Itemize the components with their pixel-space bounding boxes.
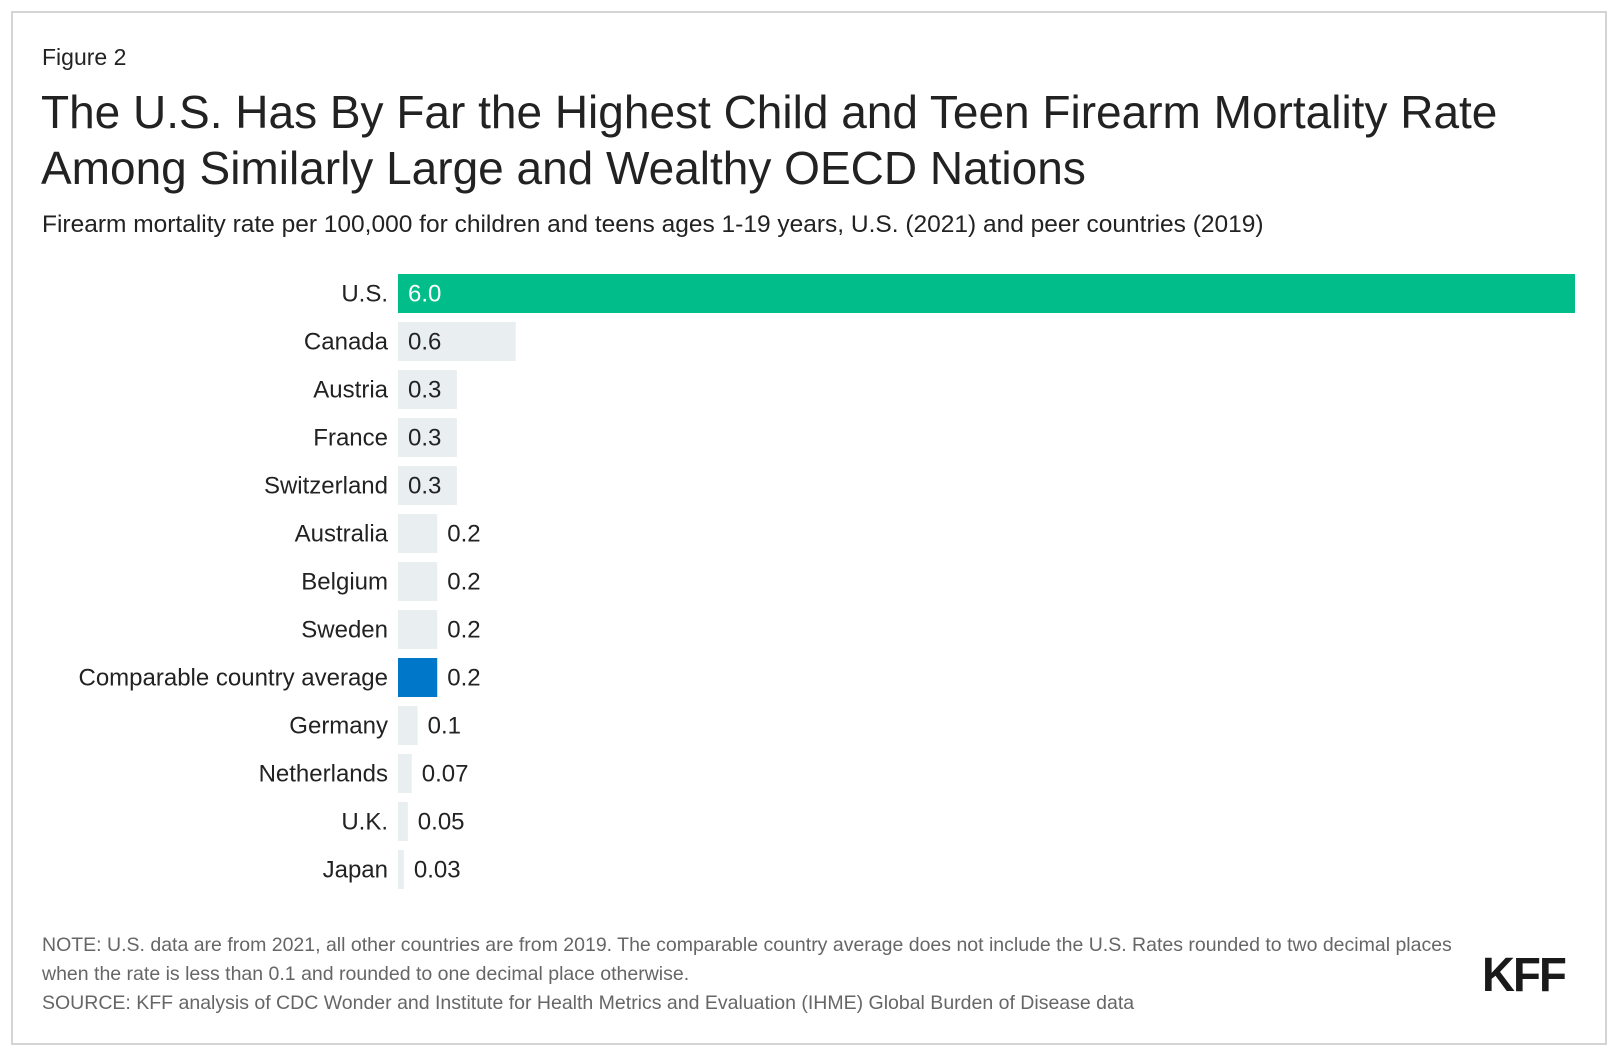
category-label: Australia bbox=[295, 521, 389, 548]
value-label: 0.05 bbox=[418, 809, 465, 836]
kff-logo: KFF bbox=[1482, 949, 1567, 1002]
chart-notes: NOTE: U.S. data are from 2021, all other… bbox=[42, 931, 1462, 1018]
value-label: 0.3 bbox=[408, 473, 441, 500]
value-label: 0.03 bbox=[414, 857, 461, 884]
category-label: France bbox=[313, 425, 388, 452]
value-label: 0.3 bbox=[408, 425, 441, 452]
note-text: NOTE: U.S. data are from 2021, all other… bbox=[42, 934, 1452, 985]
value-label: 0.3 bbox=[408, 377, 441, 404]
value-label: 0.1 bbox=[428, 713, 461, 740]
bar-u-k- bbox=[398, 802, 408, 841]
figure-frame bbox=[11, 11, 1607, 1045]
figure-label: Figure 2 bbox=[42, 44, 127, 70]
bar-germany bbox=[398, 706, 418, 745]
category-label: U.K. bbox=[341, 809, 388, 836]
chart-subtitle: Firearm mortality rate per 100,000 for c… bbox=[42, 211, 1264, 238]
bar-chart: U.S. 6.0 Canada 0.6 Austria 0.3 France 0.3 Switz… bbox=[78, 274, 1575, 889]
bar-switzerland bbox=[398, 466, 457, 505]
bar-france bbox=[398, 418, 457, 457]
bar-austria bbox=[398, 370, 457, 409]
bar-netherlands bbox=[398, 754, 412, 793]
bar-sweden bbox=[398, 610, 438, 649]
bar-belgium bbox=[398, 562, 438, 601]
category-label: Japan bbox=[323, 857, 388, 884]
category-label: Austria bbox=[313, 377, 388, 404]
category-label: Switzerland bbox=[264, 473, 388, 500]
source-text: SOURCE: KFF analysis of CDC Wonder and I… bbox=[42, 992, 1135, 1014]
value-label: 0.2 bbox=[447, 665, 480, 692]
bar-japan bbox=[398, 850, 404, 889]
bar-canada bbox=[398, 322, 516, 361]
bar-australia bbox=[398, 514, 438, 553]
value-label: 0.2 bbox=[447, 521, 480, 548]
bar-u-s- bbox=[398, 274, 1575, 313]
value-label: 0.2 bbox=[447, 569, 480, 596]
value-label: 6.0 bbox=[408, 281, 441, 308]
bar-comparable-country-average bbox=[398, 658, 438, 697]
chart-title: The U.S. Has By Far the Highest Child an… bbox=[41, 86, 1498, 194]
category-label: Canada bbox=[304, 329, 389, 356]
value-label: 0.07 bbox=[422, 761, 469, 788]
category-label: Netherlands bbox=[259, 761, 388, 788]
category-label: Comparable country average bbox=[78, 665, 388, 692]
category-label: U.S. bbox=[341, 281, 388, 308]
value-label: 0.6 bbox=[408, 329, 441, 356]
category-label: Germany bbox=[289, 713, 388, 740]
category-label: Sweden bbox=[301, 617, 388, 644]
category-label: Belgium bbox=[301, 569, 388, 596]
value-label: 0.2 bbox=[447, 617, 480, 644]
